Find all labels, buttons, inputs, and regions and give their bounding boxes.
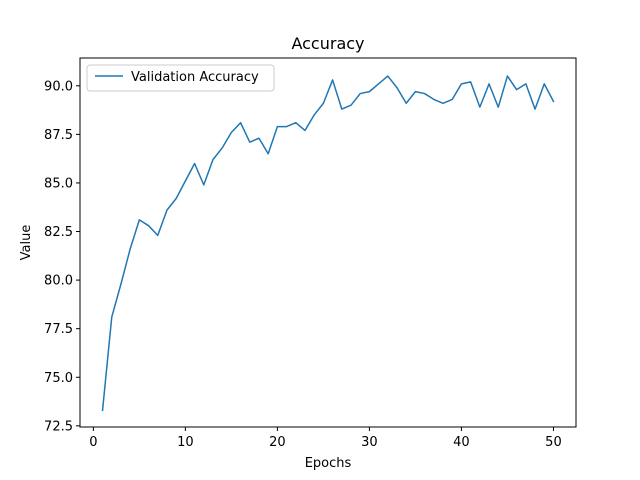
- legend-box: [86, 64, 275, 92]
- plot-layer: [101, 75, 555, 412]
- x-axis-label: Epochs: [305, 456, 352, 471]
- y-tick-label: 80.0: [44, 274, 73, 289]
- ticks-layer: 0 10 20 30 40 50 72.5 75.0 77.5 80.0 82.5 85.0 87.5 9…: [44, 79, 562, 450]
- y-tick-label: 87.5: [44, 128, 73, 143]
- y-tick-label: 85.0: [44, 176, 73, 191]
- x-tick-label: 0: [89, 435, 97, 450]
- y-axis-label: Value: [19, 225, 34, 261]
- axes-frame: [79, 57, 577, 428]
- legend-label-validation-accuracy: Validation Accuracy: [131, 70, 259, 85]
- y-tick-label: 75.0: [44, 371, 73, 386]
- x-tick-label: 30: [361, 435, 378, 450]
- y-tick-label: 82.5: [44, 225, 73, 240]
- chart-title: Accuracy: [291, 34, 364, 53]
- series-line-validation-accuracy: [101, 75, 555, 412]
- y-tick-label: 90.0: [44, 79, 73, 94]
- y-tick-label: 77.5: [44, 322, 73, 337]
- x-tick-label: 50: [545, 435, 562, 450]
- x-tick-label: 10: [177, 435, 194, 450]
- x-tick-label: 40: [453, 435, 470, 450]
- x-tick-label: 20: [269, 435, 286, 450]
- legend: Validation Accuracy: [86, 64, 275, 92]
- y-tick-label: 72.5: [44, 419, 73, 434]
